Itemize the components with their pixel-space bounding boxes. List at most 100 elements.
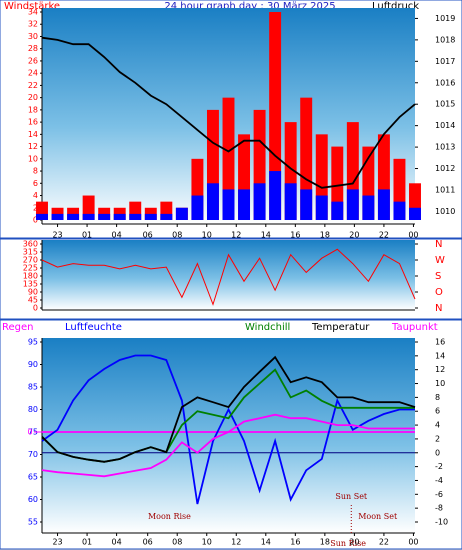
x-tick-label: 23: [52, 231, 62, 240]
bar: [160, 201, 173, 220]
x-tick-label: 16: [290, 231, 300, 240]
bar: [191, 195, 204, 220]
y-axis-title: Windstärke: [4, 1, 60, 12]
x-tick-label: 20: [349, 231, 359, 240]
y2-tick-label: 4: [435, 421, 440, 430]
y2-tick-label: 1019: [435, 14, 455, 23]
x-tick-label: 00: [408, 538, 418, 547]
series-line: [41, 413, 415, 478]
y2-tick-label: W: [435, 255, 445, 266]
y2-tick-label: -2: [435, 462, 443, 471]
y2-tick-label: 1013: [435, 143, 455, 152]
x-tick-label: 06: [143, 538, 153, 547]
bar: [300, 189, 313, 220]
bar: [315, 134, 328, 220]
y-tick-label: 180: [23, 272, 38, 281]
bar: [82, 195, 95, 220]
series-line: [41, 248, 416, 306]
x-tick-label: 22: [379, 231, 389, 240]
y2-tick-label: 10: [435, 379, 445, 388]
y2-tick-label: 1016: [435, 78, 455, 87]
x-tick-label: 18: [320, 538, 330, 547]
series-line: [41, 36, 416, 189]
y2-tick-label: S: [435, 271, 441, 282]
y-tick-label: 20: [28, 93, 38, 102]
y-tick-label: 80: [28, 405, 38, 414]
y2-tick-label: 0: [435, 448, 440, 457]
x-tick-label: 04: [112, 231, 122, 240]
bar: [377, 134, 390, 220]
y-tick-label: 6: [33, 179, 38, 188]
bar: [206, 183, 219, 220]
bar: [253, 183, 266, 220]
y-tick-label: 55: [28, 518, 38, 527]
y-tick-label: 70: [28, 450, 38, 459]
y-tick-label: 65: [28, 473, 38, 482]
y-tick-label: 24: [28, 69, 38, 78]
series-line: [41, 354, 415, 505]
annotation: Moon Set: [358, 512, 398, 521]
bar: [393, 201, 406, 220]
annotation: Sun Rise: [330, 539, 366, 548]
bar: [300, 97, 313, 220]
bar: [331, 201, 344, 220]
y2-tick-label: N: [435, 303, 442, 314]
y2-tick-label: 14: [435, 351, 445, 360]
y-tick-label: 12: [28, 142, 38, 151]
y-tick-label: 30: [28, 32, 38, 41]
bar: [284, 183, 297, 220]
y2-tick-label: 6: [435, 407, 440, 416]
x-tick-label: 18: [320, 231, 330, 240]
bar: [36, 201, 48, 220]
bar: [206, 109, 219, 220]
y2-tick-label: -4: [435, 476, 443, 485]
x-tick-label: 08: [172, 231, 182, 240]
y-tick-label: 75: [28, 428, 38, 437]
y2-tick-label: 1011: [435, 185, 455, 194]
bar: [346, 189, 359, 220]
x-tick-label: 06: [143, 231, 153, 240]
y-tick-label: 95: [28, 338, 38, 347]
y2-tick-label: -6: [435, 490, 443, 499]
y-tick-label: 270: [23, 256, 38, 265]
y-tick-label: 2: [33, 203, 38, 212]
y-tick-label: 16: [28, 118, 38, 127]
x-tick-label: 16: [290, 538, 300, 547]
y-tick-label: 90: [28, 288, 38, 297]
series-line: [41, 355, 416, 463]
y2-tick-label: 1010: [435, 207, 455, 216]
bar: [362, 146, 375, 220]
y2-tick-label: N: [435, 239, 442, 250]
y2-tick-label: 1018: [435, 35, 455, 44]
bar: [160, 213, 173, 220]
y-tick-label: 34: [28, 8, 38, 17]
y-tick-label: 360: [23, 240, 38, 249]
x-tick-label: 14: [261, 538, 271, 547]
y2-tick-label: 1017: [435, 57, 455, 66]
bar: [362, 195, 375, 220]
y2-tick-label: 1014: [435, 121, 455, 130]
plot-background: [42, 240, 415, 310]
bar: [222, 97, 235, 220]
y2-tick-label: O: [435, 287, 443, 298]
y2-tick-label: 2: [435, 434, 440, 443]
x-tick-label: 14: [261, 231, 271, 240]
x-tick-label: 04: [112, 538, 122, 547]
bar: [98, 213, 111, 220]
annotation: Moon Rise: [148, 512, 191, 521]
chart-title: 24 hour graph day : 30 März 2025: [164, 1, 335, 12]
y-tick-label: 0: [33, 304, 38, 313]
plot-background: [42, 338, 415, 533]
bar: [129, 201, 142, 220]
bar: [222, 189, 235, 220]
bar: [191, 158, 204, 220]
y2-tick-label: -8: [435, 504, 443, 513]
bar: [393, 158, 406, 220]
y-tick-label: 225: [23, 264, 38, 273]
y2-tick-label: 1015: [435, 100, 455, 109]
bar: [175, 207, 188, 220]
x-tick-label: 01: [82, 538, 92, 547]
bar: [82, 213, 95, 220]
y-tick-label: 8: [33, 167, 38, 176]
